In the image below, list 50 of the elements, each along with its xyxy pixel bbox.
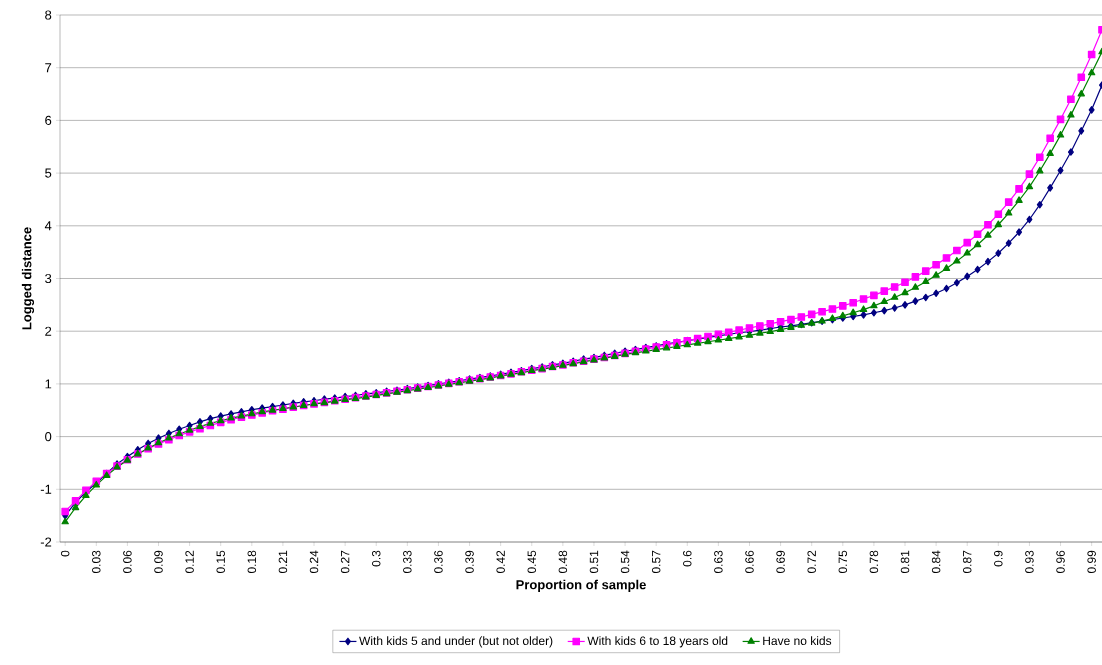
legend-label: With kids 5 and under (but not older) — [359, 636, 553, 648]
y-tick-label: 4 — [44, 221, 52, 231]
x-tick-label: 0.51 — [589, 550, 599, 574]
x-tick-label: 0.15 — [216, 550, 225, 574]
x-tick-label: 0.45 — [527, 550, 537, 574]
x-tick-label: 0.3 — [371, 550, 381, 567]
x-tick-label: 0.81 — [900, 550, 910, 574]
x-tick-label: 0.63 — [714, 550, 723, 574]
y-tick-label: 2 — [45, 326, 52, 336]
x-tick-label: 0.78 — [869, 550, 879, 574]
x-tick-label: 0.54 — [620, 550, 630, 574]
x-tick-label: 0.93 — [1025, 550, 1034, 574]
y-tick-label: 6 — [45, 115, 52, 125]
y-tick-label: 5 — [45, 168, 52, 178]
y-tick-label: -2 — [40, 537, 52, 547]
y-tick-label: 7 — [45, 63, 52, 73]
x-tick-label: 0.96 — [1056, 550, 1065, 574]
x-tick-label: 0.18 — [247, 550, 257, 574]
x-tick-label: 0.42 — [496, 550, 505, 574]
legend-label: With kids 6 to 18 years old — [587, 636, 728, 648]
y-axis-title: Logged distance — [21, 227, 35, 330]
x-tick-label: 0.99 — [1087, 550, 1096, 574]
x-tick-label: 0.27 — [340, 550, 350, 574]
y-tick-label: 8 — [45, 10, 52, 20]
x-tick-label: 0.57 — [651, 550, 661, 574]
x-tick-label: 0.48 — [558, 550, 568, 574]
y-tick-label: 0 — [45, 432, 52, 442]
x-tick-label: 0.72 — [807, 550, 816, 574]
x-tick-label: 0.9 — [994, 550, 1003, 567]
x-tick-label: 0.09 — [154, 550, 163, 574]
y-tick-label: -1 — [40, 484, 52, 494]
x-tick-label: 0.87 — [962, 550, 972, 574]
x-tick-label: 0.12 — [185, 550, 194, 574]
y-tick-label: 1 — [45, 379, 52, 389]
x-tick-label: 0.24 — [309, 550, 319, 574]
y-tick-label: 3 — [45, 273, 52, 284]
x-tick-label: 0.84 — [931, 550, 941, 574]
x-tick-label: 0.75 — [838, 550, 848, 574]
x-tick-label: 0.21 — [278, 550, 288, 574]
x-tick-label: 0.36 — [434, 550, 443, 574]
legend-label: Have no kids — [763, 636, 832, 646]
x-tick-label: 0 — [60, 550, 70, 557]
x-tick-label: 0.39 — [465, 550, 474, 574]
x-tick-label: 0.03 — [92, 550, 101, 574]
x-tick-label: 0.33 — [403, 550, 412, 574]
x-axis-title: Proportion of sample — [516, 579, 646, 592]
x-tick-label: 0.6 — [683, 550, 692, 567]
x-tick-label: 0.06 — [123, 550, 132, 574]
x-tick-label: 0.69 — [776, 550, 785, 574]
x-tick-label: 0.66 — [745, 550, 754, 574]
